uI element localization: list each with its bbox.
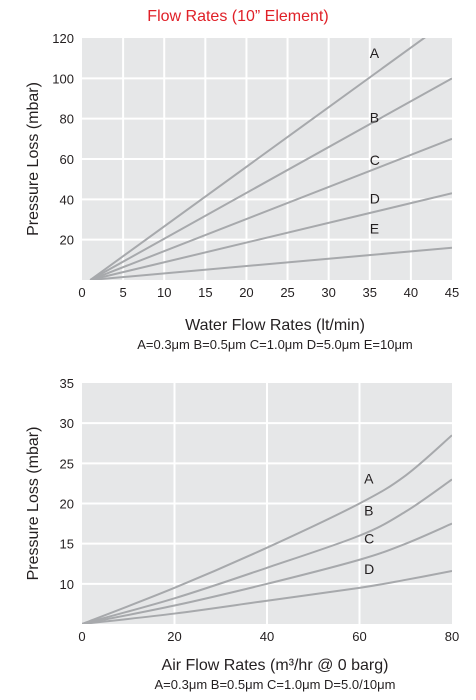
filter-grade-key: A=0.3μm B=0.5μm C=1.0μm D=5.0μm E=10μm — [137, 337, 413, 352]
series-label-b: B — [364, 503, 373, 519]
x-tick-label: 15 — [198, 285, 212, 300]
series-label-a: A — [370, 45, 380, 61]
y-tick-label: 25 — [60, 456, 74, 471]
x-tick-label: 25 — [280, 285, 294, 300]
x-axis-title: Water Flow Rates (lt/min) — [185, 317, 365, 334]
series-line-b — [82, 478, 452, 624]
x-tick-label: 0 — [78, 629, 85, 644]
y-tick-label: 60 — [60, 152, 74, 167]
series-line-d — [89, 192, 452, 280]
chart-1: 0 5 10 15 20 25 30 35 40 45 20 40 60 80 100 120 A B C DE Wat… — [25, 31, 459, 352]
series-label-c: C — [370, 152, 380, 168]
x-tick-label: 40 — [404, 285, 418, 300]
y-tick-label: 35 — [60, 376, 74, 391]
x-tick-label: 20 — [167, 629, 181, 644]
x-tick-label: 10 — [157, 285, 171, 300]
page-title: Flow Rates (10” Element) — [147, 8, 329, 25]
y-tick-label: 80 — [60, 112, 74, 127]
x-tick-label: 0 — [78, 285, 85, 300]
x-tick-label: 30 — [321, 285, 335, 300]
y-tick-label: 120 — [52, 31, 74, 46]
y-tick-label: 10 — [60, 577, 74, 592]
series-label-d: D — [370, 190, 380, 206]
x-tick-label: 80 — [445, 629, 459, 644]
y-axis-title: Pressure Loss (mbar) — [25, 82, 42, 236]
x-tick-label: 60 — [352, 629, 366, 644]
x-axis-title: Air Flow Rates (m³/hr @ 0 barg) — [162, 657, 389, 674]
x-tick-label: 35 — [363, 285, 377, 300]
y-tick-label: 30 — [60, 416, 74, 431]
series-line-c — [89, 137, 452, 280]
series-line-b — [89, 77, 452, 280]
series-label-b: B — [370, 110, 379, 126]
x-tick-label: 5 — [119, 285, 126, 300]
x-tick-label: 20 — [239, 285, 253, 300]
series-line-a — [82, 434, 452, 624]
y-tick-label: 40 — [60, 192, 74, 207]
y-tick-label: 100 — [52, 71, 74, 86]
series-label-d: D — [364, 561, 374, 577]
series-line-d — [82, 569, 452, 624]
series-line-c — [82, 522, 452, 624]
filter-grade-key: A=0.3μm B=0.5μm C=1.0μm D=5.0/10μm — [155, 677, 396, 692]
x-tick-label: 40 — [260, 629, 274, 644]
series-line-a — [89, 38, 426, 280]
y-tick-label: 20 — [60, 233, 74, 248]
series-label-c: C — [364, 531, 374, 547]
series-label-a: A — [364, 470, 374, 486]
x-tick-label: 45 — [445, 285, 459, 300]
y-tick-label: 15 — [60, 537, 74, 552]
series-line-e — [90, 246, 452, 280]
y-axis-title: Pressure Loss (mbar) — [25, 427, 42, 581]
series-label-e: E — [370, 221, 379, 237]
y-tick-label: 20 — [60, 497, 74, 512]
chart-2: 0 20 40 60 80 10 15 20 25 30 35 A BCD Air Flow Rates … — [25, 376, 459, 692]
